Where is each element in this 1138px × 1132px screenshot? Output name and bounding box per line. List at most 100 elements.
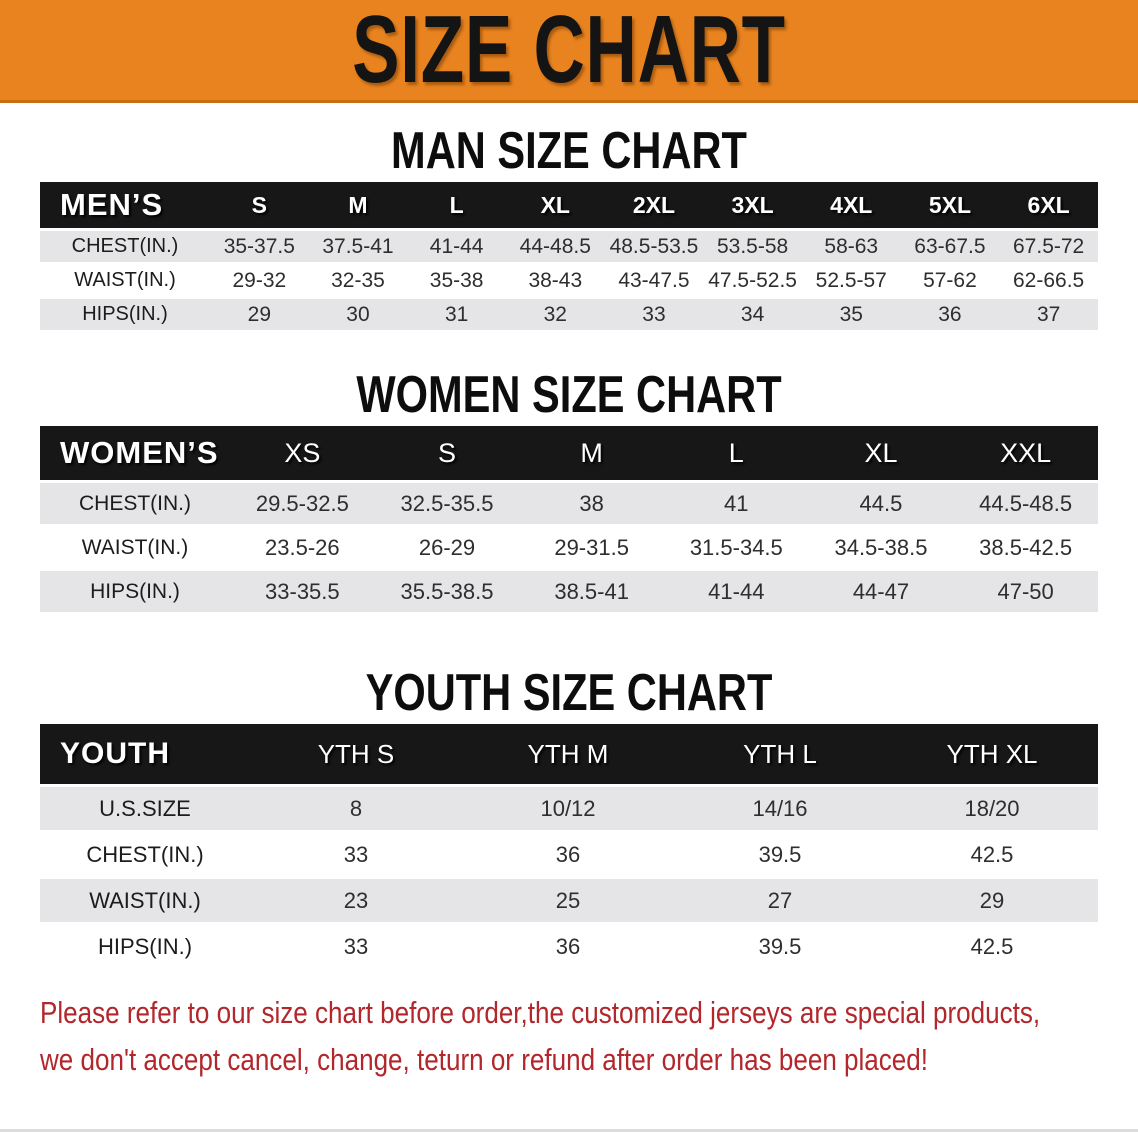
table-header-row: MEN’S S M L XL 2XL 3XL 4XL 5XL 6XL: [40, 182, 1098, 228]
value-cell: 42.5: [886, 925, 1098, 968]
value-cell: 35: [801, 299, 901, 330]
value-cell: 29: [210, 299, 309, 330]
table-header-row: YOUTH YTH S YTH M YTH L YTH XL: [40, 724, 1098, 784]
value-cell: 63-67.5: [900, 231, 1000, 262]
size-header-cell: 3XL: [703, 182, 802, 228]
measurement-row: HIPS(IN.) 33-35.5 35.5-38.5 38.5-41 41-44 44-…: [40, 571, 1098, 612]
value-cell: 37.5-41: [308, 231, 408, 262]
value-cell: 29.5-32.5: [230, 483, 375, 524]
page-title: SIZE CHART: [352, 0, 786, 103]
value-cell: 29-31.5: [519, 527, 664, 568]
size-header-cell: YTH M: [462, 724, 674, 784]
women-size-table: WOMEN’S XS S M L XL XXL CHEST(IN.) 29.5-32.5 32.5…: [40, 423, 1098, 615]
size-header-cell: 4XL: [801, 182, 901, 228]
men-size-section: MAN SIZE CHART MEN’S S M L XL 2XL 3XL 4XL 5XL 6XL…: [0, 123, 1138, 333]
size-header-cell: S: [374, 426, 520, 480]
value-cell: 33: [250, 833, 462, 876]
value-cell: 32.5-35.5: [374, 483, 520, 524]
row-label-cell: HIPS(IN.): [40, 571, 230, 612]
value-cell: 33: [604, 299, 704, 330]
measurement-row: HIPS(IN.) 29 30 31 32 33 34 35 36 37: [40, 299, 1098, 330]
value-cell: 23: [250, 879, 462, 922]
value-cell: 36: [462, 833, 674, 876]
value-cell: 58-63: [801, 231, 901, 262]
value-cell: 48.5-53.5: [604, 231, 704, 262]
measurement-row: WAIST(IN.) 29-32 32-35 35-38 38-43 43-47.5 47.…: [40, 265, 1098, 296]
value-cell: 36: [900, 299, 1000, 330]
value-cell: 34.5-38.5: [808, 527, 954, 568]
value-cell: 35-38: [407, 265, 506, 296]
row-label-cell: CHEST(IN.): [40, 833, 250, 876]
value-cell: 38.5-42.5: [953, 527, 1098, 568]
value-cell: 32: [505, 299, 605, 330]
youth-size-table: YOUTH YTH S YTH M YTH L YTH XL U.S.SIZE 8 10/12…: [40, 721, 1098, 971]
row-label-cell: WAIST(IN.): [40, 527, 230, 568]
value-cell: 35.5-38.5: [374, 571, 520, 612]
youth-size-section: YOUTH SIZE CHART YOUTH YTH S YTH M YTH L YTH…: [0, 665, 1138, 971]
value-cell: 32-35: [308, 265, 408, 296]
value-cell: 44.5-48.5: [953, 483, 1098, 524]
value-cell: 26-29: [374, 527, 520, 568]
size-header-cell: 6XL: [999, 182, 1098, 228]
size-header-cell: 5XL: [900, 182, 1000, 228]
row-label-cell: WAIST(IN.): [40, 265, 210, 296]
size-chart-banner: SIZE CHART: [0, 0, 1138, 103]
men-section-heading: MAN SIZE CHART: [391, 122, 747, 180]
bottom-edge-divider: [0, 1129, 1138, 1132]
value-cell: 38.5-41: [519, 571, 664, 612]
size-header-cell: YTH XL: [886, 724, 1098, 784]
value-cell: 34: [703, 299, 802, 330]
value-cell: 8: [250, 787, 462, 830]
value-cell: 38-43: [505, 265, 605, 296]
size-header-cell: YTH L: [674, 724, 886, 784]
value-cell: 41-44: [407, 231, 506, 262]
value-cell: 14/16: [674, 787, 886, 830]
value-cell: 39.5: [674, 833, 886, 876]
value-cell: 33: [250, 925, 462, 968]
value-cell: 62-66.5: [999, 265, 1098, 296]
row-label-cell: HIPS(IN.): [40, 925, 250, 968]
measurement-row: WAIST(IN.) 23 25 27 29: [40, 879, 1098, 922]
women-size-section: WOMEN SIZE CHART WOMEN’S XS S M L XL XXL CHEST(…: [0, 367, 1138, 615]
disclaimer-line-2: we don't accept cancel, change, teturn o…: [40, 1042, 929, 1077]
measurement-row: CHEST(IN.) 33 36 39.5 42.5: [40, 833, 1098, 876]
value-cell: 41: [663, 483, 809, 524]
value-cell: 31: [407, 299, 506, 330]
value-cell: 67.5-72: [999, 231, 1098, 262]
men-size-table: MEN’S S M L XL 2XL 3XL 4XL 5XL 6XL CHEST(IN.) 35-37…: [40, 179, 1098, 333]
measurement-row: CHEST(IN.) 29.5-32.5 32.5-35.5 38 41 44.5 44.5…: [40, 483, 1098, 524]
size-header-cell: XL: [808, 426, 954, 480]
value-cell: 31.5-34.5: [663, 527, 809, 568]
value-cell: 41-44: [663, 571, 809, 612]
value-cell: 38: [519, 483, 664, 524]
disclaimer-line-1: Please refer to our size chart before or…: [40, 995, 1041, 1030]
row-label-cell: CHEST(IN.): [40, 483, 230, 524]
value-cell: 52.5-57: [801, 265, 901, 296]
size-header-cell: L: [407, 182, 506, 228]
size-header-cell: M: [308, 182, 408, 228]
table-title-cell: YOUTH: [40, 724, 250, 784]
value-cell: 44-48.5: [505, 231, 605, 262]
value-cell: 42.5: [886, 833, 1098, 876]
measurement-row: HIPS(IN.) 33 36 39.5 42.5: [40, 925, 1098, 968]
value-cell: 23.5-26: [230, 527, 375, 568]
size-header-cell: YTH S: [250, 724, 462, 784]
row-label-cell: HIPS(IN.): [40, 299, 210, 330]
value-cell: 35-37.5: [210, 231, 309, 262]
value-cell: 30: [308, 299, 408, 330]
size-header-cell: M: [519, 426, 664, 480]
size-header-cell: XS: [230, 426, 375, 480]
size-header-cell: 2XL: [604, 182, 704, 228]
value-cell: 33-35.5: [230, 571, 375, 612]
measurement-row: CHEST(IN.) 35-37.5 37.5-41 41-44 44-48.5 48.5…: [40, 231, 1098, 262]
row-label-cell: U.S.SIZE: [40, 787, 250, 830]
table-title-cell: MEN’S: [40, 182, 210, 228]
size-header-cell: S: [210, 182, 309, 228]
measurement-row: WAIST(IN.) 23.5-26 26-29 29-31.5 31.5-34.5 34…: [40, 527, 1098, 568]
value-cell: 37: [999, 299, 1098, 330]
women-section-heading: WOMEN SIZE CHART: [356, 366, 782, 424]
row-label-cell: WAIST(IN.): [40, 879, 250, 922]
disclaimer-note: Please refer to our size chart before or…: [40, 989, 1138, 1083]
value-cell: 39.5: [674, 925, 886, 968]
